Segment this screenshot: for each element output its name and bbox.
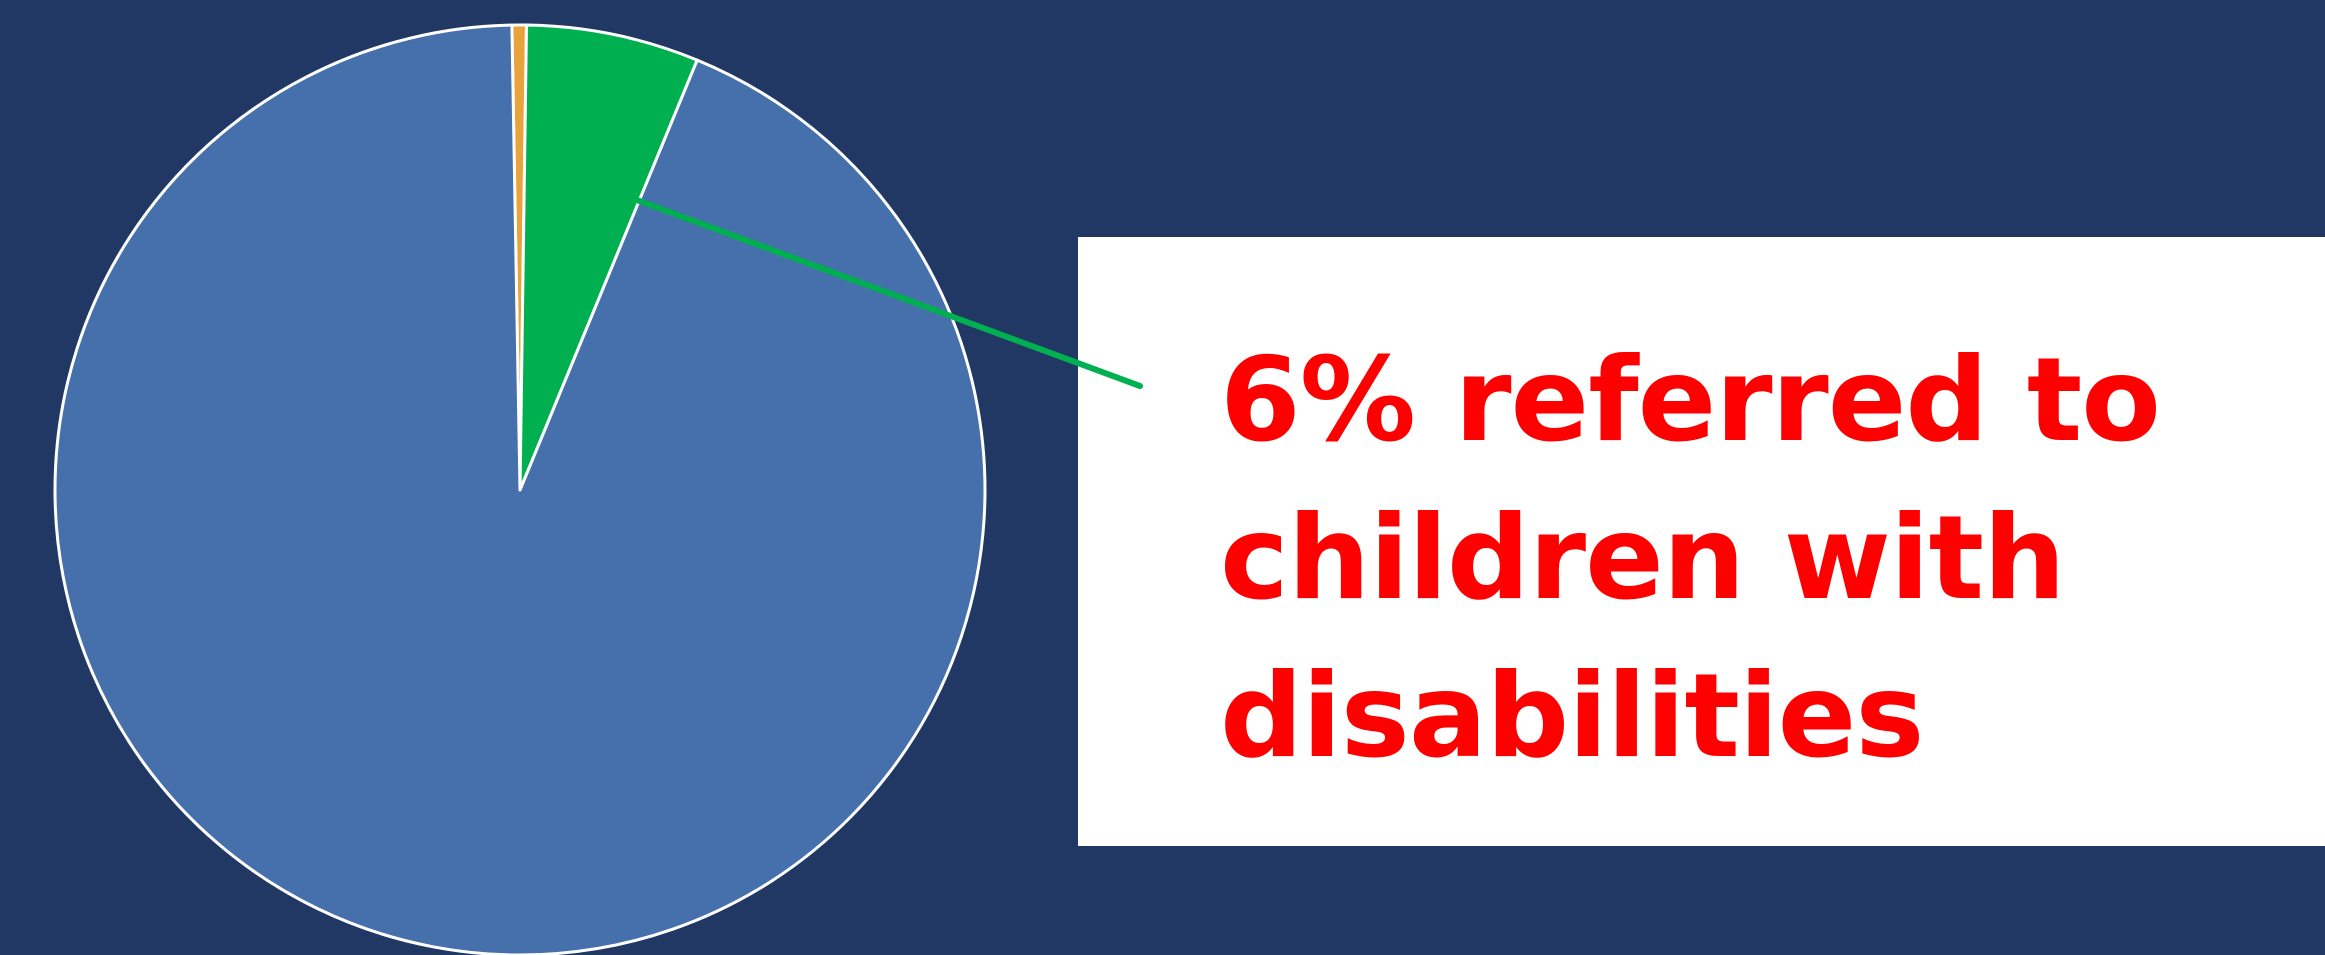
annotation-box (1078, 237, 2325, 846)
pie-slices (53, 23, 987, 955)
annotation-text: 6% referred to children with disabilitie… (1220, 333, 2161, 784)
